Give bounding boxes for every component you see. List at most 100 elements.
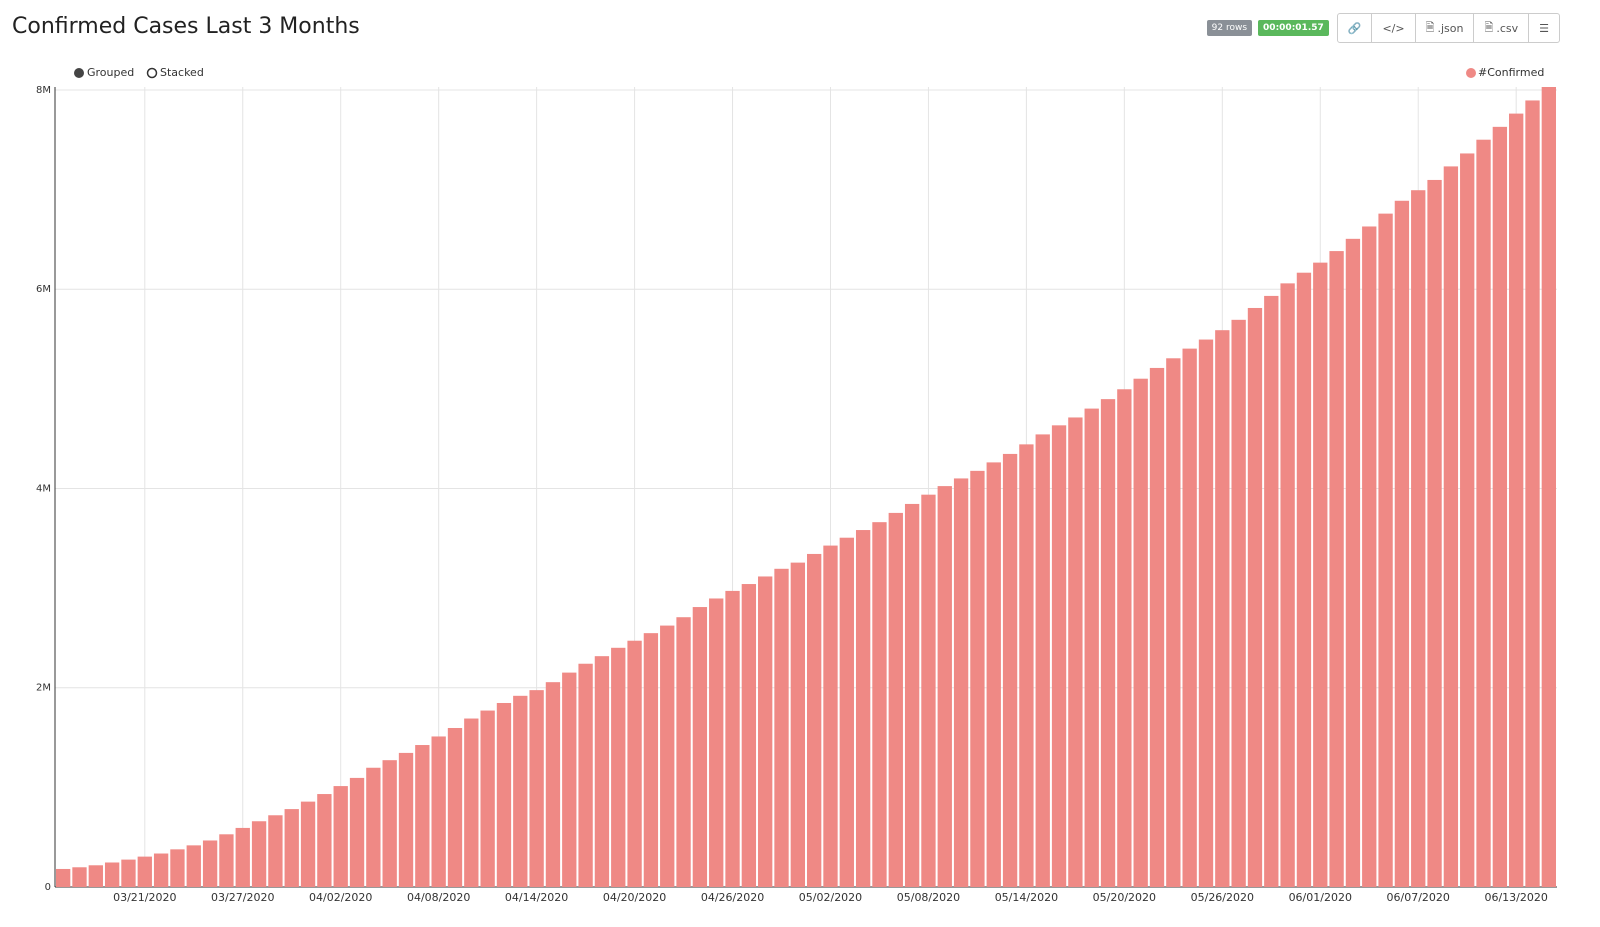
stacked-label[interactable]: Stacked — [160, 66, 204, 79]
bar — [1492, 126, 1508, 887]
bar — [447, 727, 463, 887]
x-tick-label: 04/26/2020 — [701, 891, 764, 904]
json-button[interactable]: 🗎 .json — [1414, 14, 1474, 42]
bar — [660, 625, 675, 887]
bar — [284, 809, 299, 887]
bar — [137, 856, 152, 887]
bar — [807, 553, 822, 887]
bar — [1313, 262, 1328, 887]
csv-button[interactable]: 🗎 .csv — [1473, 14, 1528, 42]
timer-badge: 00:00:01.57 — [1258, 20, 1329, 36]
bar — [1051, 425, 1067, 887]
bar — [774, 568, 789, 887]
bar — [1411, 190, 1426, 887]
bar — [921, 494, 936, 887]
menu-button[interactable]: ☰ — [1528, 14, 1559, 42]
x-tick-label: 03/27/2020 — [211, 891, 274, 904]
bar — [562, 672, 577, 887]
bar — [1149, 367, 1165, 888]
chart-title: Confirmed Cases Last 3 Months — [12, 14, 360, 39]
x-tick-label: 05/08/2020 — [897, 891, 960, 904]
bar — [594, 656, 610, 887]
bar — [1019, 444, 1034, 887]
y-tick-label: 2M — [36, 683, 51, 694]
bar — [741, 584, 757, 887]
bar — [153, 853, 169, 887]
x-tick-label: 04/20/2020 — [603, 891, 666, 904]
y-tick-label: 6M — [36, 284, 51, 295]
bar — [1443, 166, 1459, 888]
bar — [953, 478, 969, 887]
y-tick-label: 0 — [45, 882, 51, 893]
bar — [709, 598, 724, 887]
bar — [872, 522, 887, 887]
bar — [1068, 417, 1083, 887]
bar — [839, 537, 854, 887]
bar — [251, 821, 267, 887]
stacked-radio[interactable] — [146, 67, 158, 79]
bar — [1362, 226, 1377, 888]
bar — [480, 710, 495, 887]
x-tick-label: 06/13/2020 — [1484, 891, 1547, 904]
x-tick-label: 06/01/2020 — [1289, 891, 1352, 904]
x-tick-label: 05/26/2020 — [1191, 891, 1254, 904]
bar — [72, 867, 87, 887]
bar — [529, 690, 544, 887]
bar — [1182, 348, 1197, 888]
bar — [1378, 213, 1393, 888]
bar — [758, 576, 773, 887]
bar — [104, 862, 120, 887]
bar — [1525, 100, 1540, 887]
x-tick-label: 04/08/2020 — [407, 891, 470, 904]
bar — [1084, 408, 1099, 887]
bar — [170, 849, 185, 887]
bar — [1476, 139, 1491, 887]
button-group: 🔗 </> 🗎 .json 🗎 .csv ☰ — [1336, 13, 1560, 43]
bar — [464, 718, 479, 887]
bar — [676, 617, 691, 887]
bar — [1133, 378, 1148, 887]
link-button[interactable]: 🔗 — [1347, 21, 1362, 35]
bar — [888, 512, 903, 887]
bar — [692, 607, 708, 887]
bar — [219, 834, 234, 887]
json-label: .json — [1437, 21, 1464, 35]
bar — [513, 695, 528, 887]
bar — [1264, 295, 1279, 887]
bar — [398, 752, 414, 887]
bar — [121, 859, 136, 887]
bar — [431, 736, 446, 887]
grouped-label[interactable]: Grouped — [87, 66, 134, 79]
legend-label: #Confirmed — [1478, 66, 1544, 79]
bar — [1198, 339, 1214, 887]
bar — [1002, 453, 1018, 887]
x-tick-label: 04/02/2020 — [309, 891, 372, 904]
bar — [545, 682, 561, 887]
x-tick-label: 05/20/2020 — [1093, 891, 1156, 904]
rows-badge: 92 rows — [1206, 20, 1253, 36]
bar — [235, 827, 250, 887]
bar — [1231, 319, 1246, 887]
grouped-radio[interactable] — [74, 68, 84, 78]
toolbar: 92 rows 00:00:01.57 🔗 </> 🗎 .json 🗎 .csv ☰ — [1206, 13, 1560, 43]
bar — [366, 767, 381, 887]
x-tick-label: 06/07/2020 — [1387, 891, 1450, 904]
x-tick-label: 05/02/2020 — [799, 891, 862, 904]
bar — [1427, 179, 1442, 888]
embed-button[interactable]: </> — [1371, 14, 1414, 42]
bar — [1166, 358, 1181, 887]
bar — [1509, 113, 1524, 888]
x-tick-label: 04/14/2020 — [505, 891, 568, 904]
bar — [56, 868, 71, 887]
bar — [1394, 200, 1410, 888]
bar — [1329, 251, 1344, 887]
y-tick-label: 8M — [36, 85, 51, 96]
bar — [970, 470, 985, 887]
bar — [88, 865, 103, 887]
bar — [202, 840, 218, 887]
bar — [496, 702, 512, 887]
bar — [1280, 283, 1295, 887]
bar — [1100, 399, 1116, 887]
bar — [643, 633, 659, 887]
